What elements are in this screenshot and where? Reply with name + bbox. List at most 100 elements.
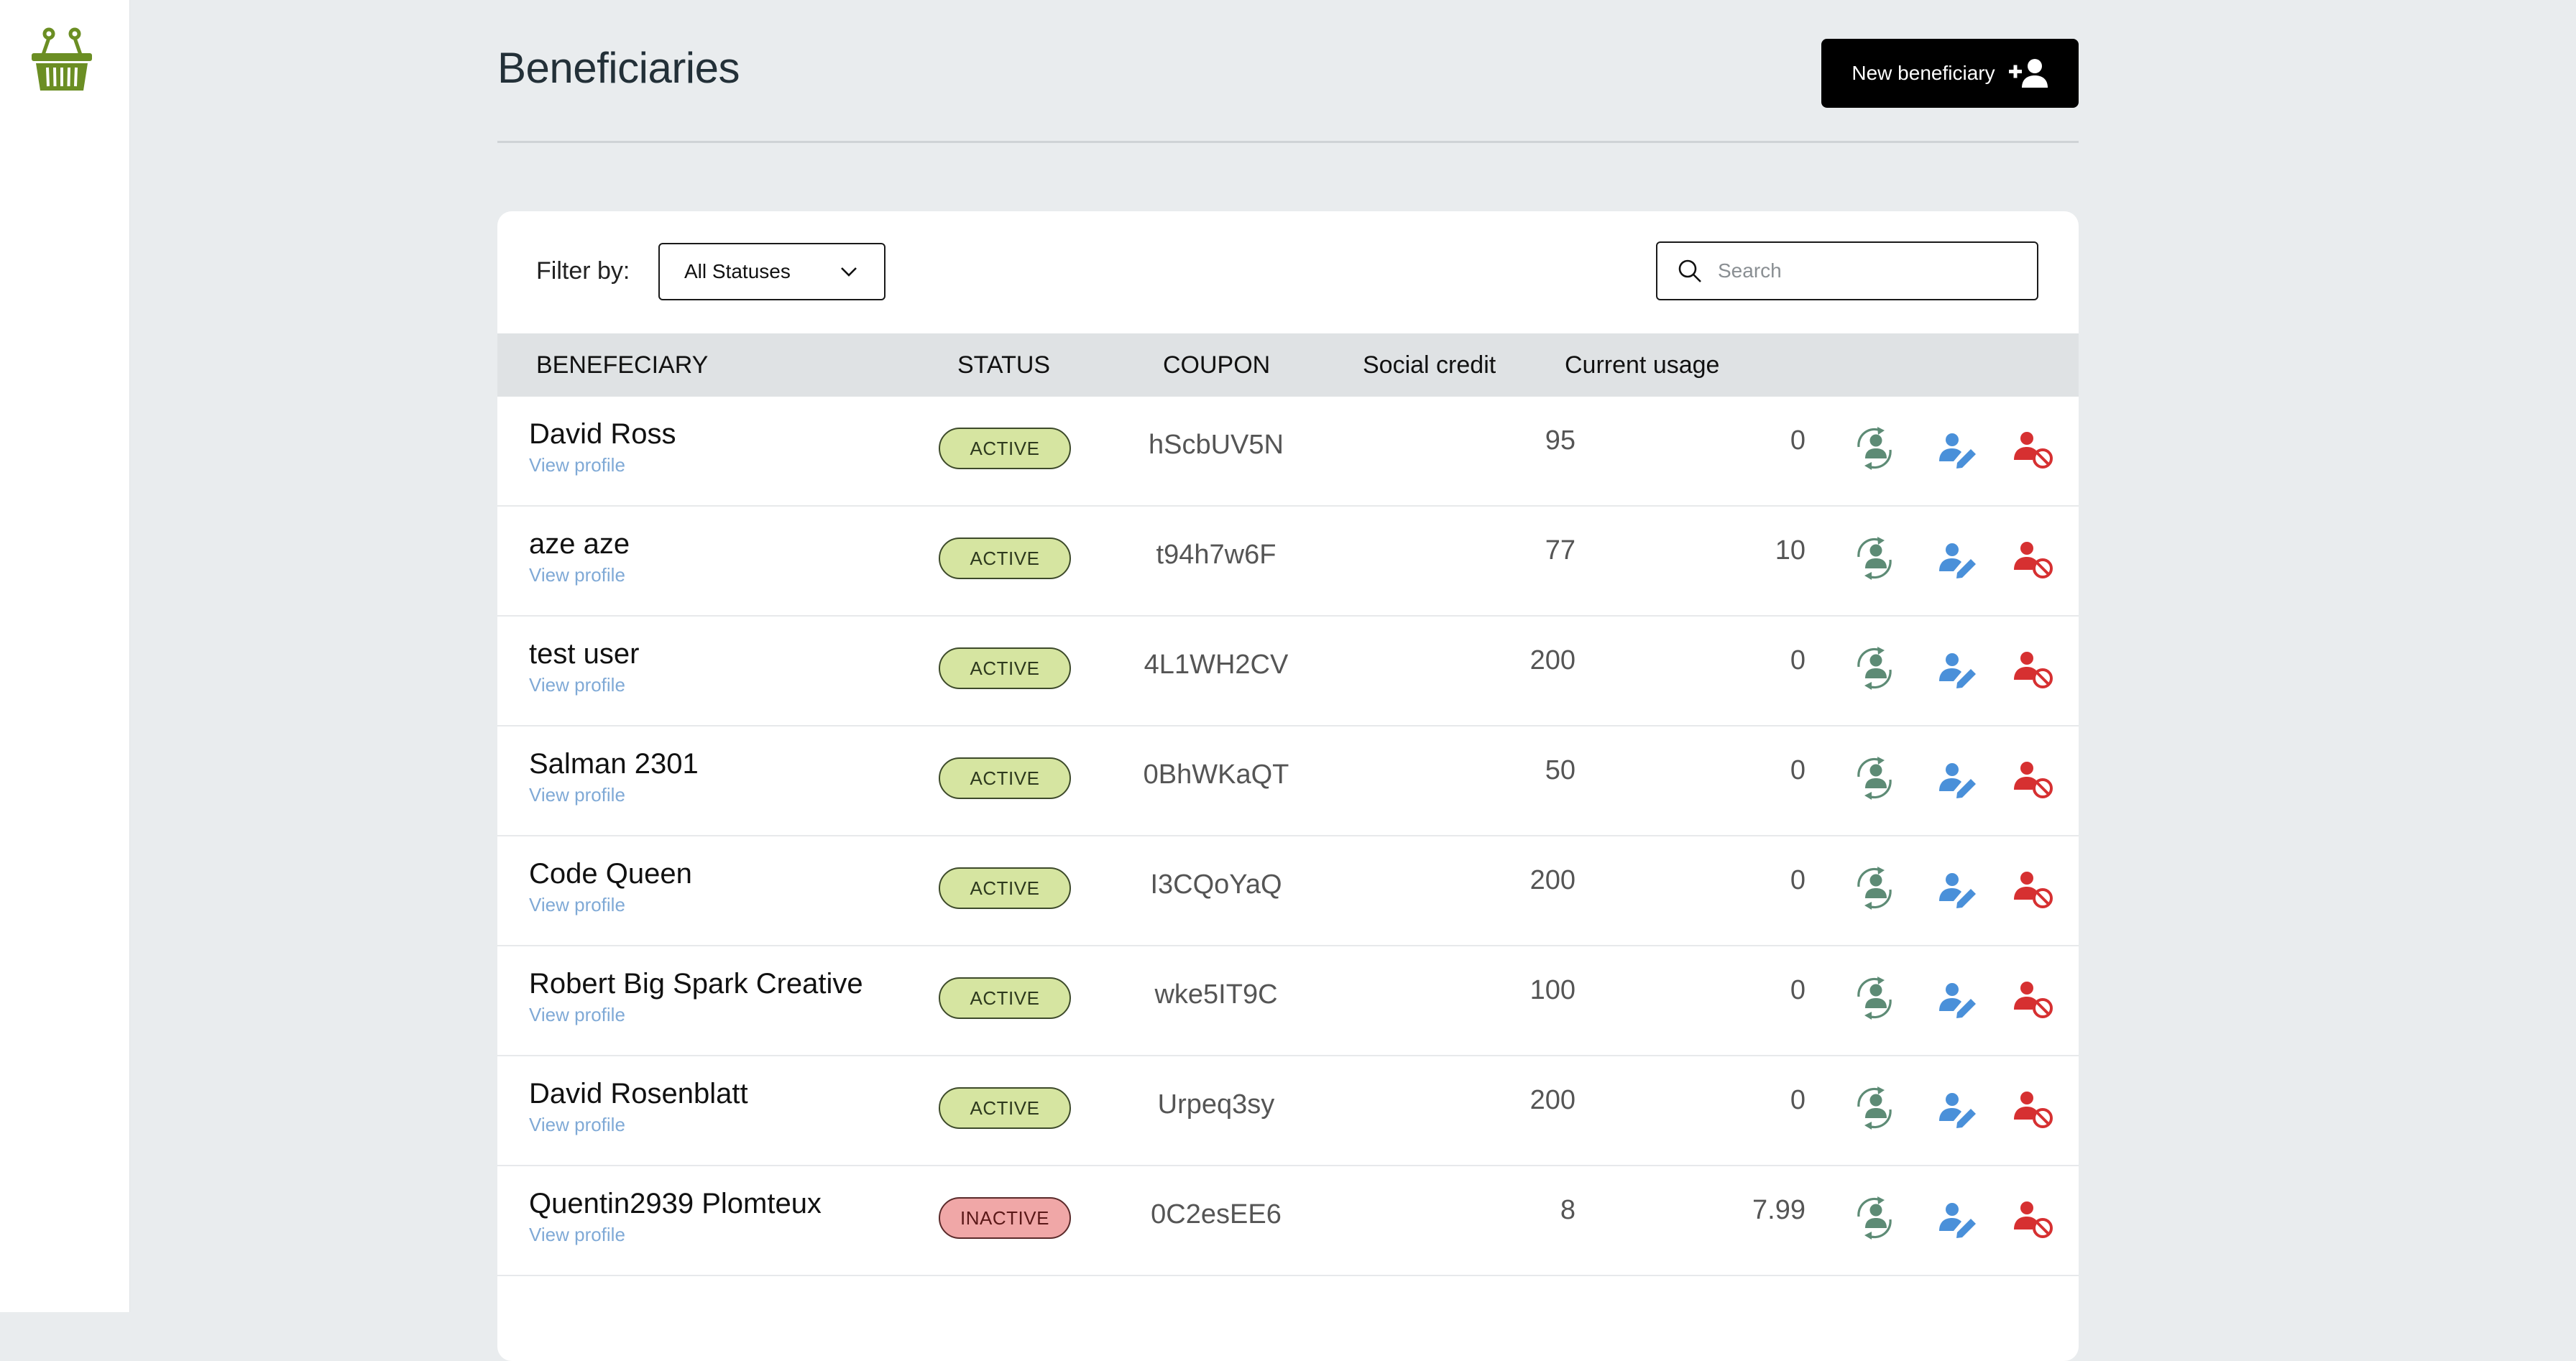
block-beneficiary-button[interactable] [2010,645,2056,691]
user-block-icon [2014,982,2053,1018]
beneficiaries-card: Filter by: All Statuses BENEFECIARY STAT… [497,211,2079,1361]
edit-beneficiary-button[interactable] [1933,425,1979,471]
social-credit-value: 200 [1530,865,1576,895]
edit-beneficiary-button[interactable] [1933,975,1979,1021]
user-edit-icon [1939,763,1976,798]
table-row: test user View profile ACTIVE 4L1WH2CV 2… [497,617,2079,726]
header-social-credit: Social credit [1363,351,1496,379]
user-edit-icon [1939,1203,1976,1238]
edit-beneficiary-button[interactable] [1933,645,1979,691]
renew-beneficiary-button[interactable] [1852,535,1898,581]
beneficiary-name: David Rosenblatt [529,1078,748,1109]
user-renew-icon [1857,757,1892,800]
user-edit-icon [1939,1093,1976,1128]
block-beneficiary-button[interactable] [2010,865,2056,911]
renew-beneficiary-button[interactable] [1852,1195,1898,1241]
beneficiary-name: Salman 2301 [529,748,699,780]
beneficiary-name: Robert Big Spark Creative [529,968,863,1000]
user-renew-icon [1857,1196,1892,1240]
header-coupon: COUPON [1163,351,1271,379]
search-icon [1678,259,1701,282]
view-profile-link[interactable]: View profile [529,1224,625,1245]
filter-label: Filter by: [536,257,630,285]
social-credit-value: 200 [1530,1085,1576,1115]
user-renew-icon [1857,427,1892,470]
table-body: David Ross View profile ACTIVE hScbUV5N … [497,397,2079,1276]
view-profile-link[interactable]: View profile [529,454,625,476]
view-profile-link[interactable]: View profile [529,1004,625,1025]
current-usage-value: 7.99 [1752,1195,1806,1225]
user-block-icon [2014,1201,2053,1238]
view-profile-link[interactable]: View profile [529,894,625,915]
sidebar [0,0,130,1312]
block-beneficiary-button[interactable] [2010,755,2056,801]
view-profile-link[interactable]: View profile [529,1114,625,1135]
user-renew-icon [1857,977,1892,1020]
page-title: Beneficiaries [497,44,740,92]
header-divider [497,141,2079,143]
edit-beneficiary-button[interactable] [1933,535,1979,581]
renew-beneficiary-button[interactable] [1852,1085,1898,1131]
user-plus-icon [2008,59,2048,88]
edit-beneficiary-button[interactable] [1933,1195,1979,1241]
coupon-code: t94h7w6F [1156,540,1276,570]
user-renew-icon [1857,537,1892,580]
block-beneficiary-button[interactable] [2010,535,2056,581]
status-badge: ACTIVE [939,538,1071,579]
table-row: David Rosenblatt View profile ACTIVE Urp… [497,1056,2079,1166]
view-profile-link[interactable]: View profile [529,674,625,696]
coupon-code: 0C2esEE6 [1151,1199,1282,1229]
current-usage-value: 0 [1790,865,1806,895]
user-block-icon [2014,542,2053,578]
social-credit-value: 200 [1530,645,1576,675]
table-header: BENEFECIARY STATUS COUPON Social credit … [497,333,2079,397]
renew-beneficiary-button[interactable] [1852,425,1898,471]
renew-beneficiary-button[interactable] [1852,865,1898,911]
coupon-code: 4L1WH2CV [1144,650,1289,680]
table-row: Robert Big Spark Creative View profile A… [497,946,2079,1056]
beneficiary-name: test user [529,638,640,670]
edit-beneficiary-button[interactable] [1933,865,1979,911]
current-usage-value: 10 [1775,535,1806,566]
user-edit-icon [1939,543,1976,578]
table-row: Quentin2939 Plomteux View profile INACTI… [497,1166,2079,1276]
new-beneficiary-button[interactable]: New beneficiary [1821,39,2079,108]
table-row: aze aze View profile ACTIVE t94h7w6F 77 … [497,507,2079,617]
block-beneficiary-button[interactable] [2010,975,2056,1021]
view-profile-link[interactable]: View profile [529,784,625,806]
block-beneficiary-button[interactable] [2010,425,2056,471]
table-row: Code Queen View profile ACTIVE I3CQoYaQ … [497,836,2079,946]
beneficiary-name: Code Queen [529,858,692,890]
coupon-code: 0BhWKaQT [1143,760,1289,790]
search-input[interactable] [1716,259,2018,283]
status-filter-value: All Statuses [684,260,791,282]
current-usage-value: 0 [1790,755,1806,785]
social-credit-value: 50 [1545,755,1576,785]
status-badge: ACTIVE [939,647,1071,689]
status-badge: ACTIVE [939,1087,1071,1129]
basket-icon[interactable] [27,26,96,95]
user-renew-icon [1857,647,1892,690]
renew-beneficiary-button[interactable] [1852,975,1898,1021]
coupon-code: wke5IT9C [1154,979,1278,1010]
social-credit-value: 77 [1545,535,1576,566]
edit-beneficiary-button[interactable] [1933,755,1979,801]
status-badge: ACTIVE [939,867,1071,909]
user-renew-icon [1857,1087,1892,1130]
user-block-icon [2014,1092,2053,1128]
table-row: Salman 2301 View profile ACTIVE 0BhWKaQT… [497,726,2079,836]
current-usage-value: 0 [1790,1085,1806,1115]
user-edit-icon [1939,873,1976,908]
search-box[interactable] [1656,241,2038,300]
status-filter-dropdown[interactable]: All Statuses [658,243,886,300]
user-edit-icon [1939,433,1976,469]
renew-beneficiary-button[interactable] [1852,755,1898,801]
new-beneficiary-label: New beneficiary [1852,62,1995,84]
block-beneficiary-button[interactable] [2010,1085,2056,1131]
renew-beneficiary-button[interactable] [1852,645,1898,691]
beneficiary-name: aze aze [529,528,630,560]
user-edit-icon [1939,653,1976,688]
edit-beneficiary-button[interactable] [1933,1085,1979,1131]
block-beneficiary-button[interactable] [2010,1195,2056,1241]
view-profile-link[interactable]: View profile [529,564,625,586]
